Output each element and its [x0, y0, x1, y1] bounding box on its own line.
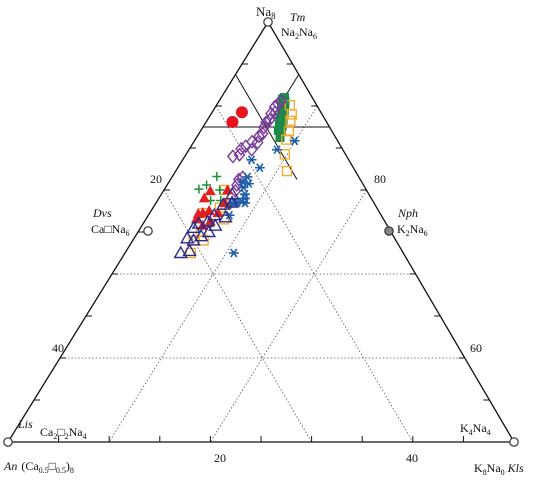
green-cross-marker: [212, 172, 222, 182]
purple-diamond-marker: [245, 142, 258, 157]
navy-triangle-marker: [186, 232, 201, 246]
nph-name: Nph: [397, 206, 418, 220]
green-cross-marker: [194, 184, 204, 194]
tick-left-20: 20: [150, 172, 162, 186]
tm-formula: Na2Na6: [281, 25, 317, 41]
red-dot-marker: [235, 106, 248, 119]
tick-left-40: 40: [52, 341, 64, 355]
navy-triangle-marker: [186, 220, 201, 234]
purple-diamond-marker: [269, 105, 282, 120]
end-member-points: [3, 17, 519, 447]
navy-triangle-marker: [225, 186, 240, 200]
yellow-square-marker: [185, 247, 196, 259]
red-triangle-marker: [212, 207, 224, 218]
purple-diamond-marker: [233, 147, 246, 162]
tm-point: [263, 17, 273, 27]
green-square-marker: [276, 109, 286, 119]
navy-triangle-marker: [201, 224, 217, 238]
tick-right-60: 60: [470, 341, 482, 355]
yellow-square-marker: [285, 115, 296, 126]
navy-triangle-marker: [218, 209, 233, 223]
red-dot-marker: [226, 115, 239, 128]
vertex-right-label: K8Na0 Kls: [474, 461, 524, 477]
tick-right-80: 80: [374, 172, 386, 186]
nph-formula: K2Na6: [397, 222, 428, 238]
yellow-square-marker: [281, 165, 293, 177]
navy-triangle-marker: [216, 197, 231, 210]
blue-star-marker: [224, 210, 235, 220]
navy-triangle-marker: [191, 216, 207, 229]
navy-triangle-marker: [193, 228, 209, 242]
blue-star-marker: [228, 248, 239, 258]
kls-point: [509, 437, 519, 447]
purple-diamond-marker: [263, 112, 276, 127]
nph-point: [384, 226, 394, 236]
purple-diamond-marker: [253, 129, 265, 144]
ref-line: [235, 74, 267, 128]
green-square-marker: [278, 94, 288, 104]
purple-diamond-marker: [256, 126, 269, 141]
lis-formula: Ca2□2Na4: [40, 425, 87, 441]
purple-diamond-marker: [260, 115, 272, 130]
dvs-name: Dvs: [92, 206, 112, 220]
blue-star-marker: [238, 183, 249, 192]
data-markers: [173, 93, 300, 259]
grid-line: [108, 105, 318, 443]
yellow-square-marker: [286, 109, 297, 120]
navy-triangle-marker: [206, 207, 222, 221]
navy-triangle-marker: [208, 218, 223, 231]
purple-diamond-marker: [226, 149, 239, 164]
tick-bottom-20: 20: [214, 451, 226, 465]
blue-star-marker: [289, 136, 300, 146]
purple-diamond-marker: [235, 141, 248, 156]
green-cross-marker: [215, 185, 225, 195]
yellow-square-marker: [279, 149, 290, 160]
purple-diamond-marker: [258, 120, 270, 135]
purple-diamond-marker: [229, 183, 242, 198]
dvs-formula: Ca□Na6: [91, 222, 130, 238]
vertex-top-label: Na8: [256, 4, 276, 21]
purple-diamond-marker: [265, 106, 277, 121]
red-triangle-marker: [204, 185, 216, 196]
navy-triangle-marker: [182, 243, 197, 257]
navy-triangle-marker: [173, 245, 188, 259]
green-cross-marker: [202, 180, 212, 190]
navy-triangle-marker: [200, 214, 215, 227]
navy-triangle-marker: [180, 230, 195, 244]
vertex-left-label: An (Ca0.5□0.5)8: [3, 459, 74, 475]
purple-diamond-marker: [231, 177, 243, 193]
lis-point: [3, 437, 13, 447]
lis-name: Lis: [17, 417, 33, 431]
green-square-marker: [276, 103, 286, 113]
green-square-marker: [274, 119, 284, 129]
grid-line: [163, 189, 312, 443]
tick-bottom-40: 40: [406, 451, 418, 465]
k4na4-label: K4Na4: [460, 421, 491, 437]
red-triangle-marker: [198, 192, 210, 203]
reference-lines: [203, 74, 330, 180]
yellow-square-marker: [281, 134, 292, 145]
triangle-frame: [6, 20, 516, 443]
blue-star-marker: [272, 145, 283, 155]
green-square-marker: [275, 133, 285, 142]
navy-triangle-marker: [224, 195, 240, 208]
purple-diamond-marker: [232, 172, 245, 187]
tick-marks: [34, 63, 490, 442]
grid-lines: [60, 105, 465, 443]
purple-diamond-marker: [251, 135, 264, 150]
dvs-point: [143, 226, 153, 236]
blue-star-marker: [246, 155, 257, 165]
green-square-marker: [273, 125, 283, 135]
green-square-marker: [275, 114, 285, 124]
purple-diamond-marker: [246, 134, 259, 149]
tm-name: Tm: [290, 10, 306, 24]
blue-star-marker: [254, 163, 265, 173]
grid-line: [210, 189, 367, 443]
